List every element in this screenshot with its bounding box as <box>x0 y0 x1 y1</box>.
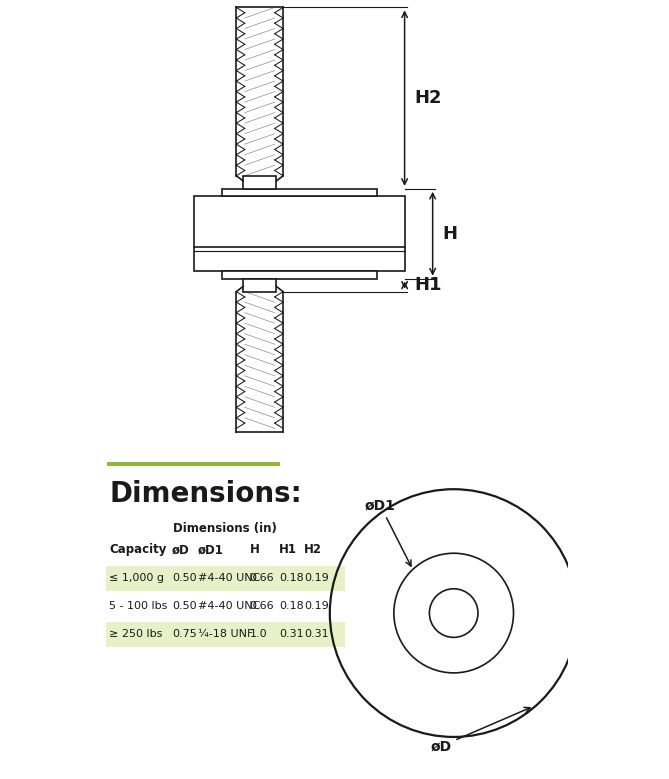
Text: 0.18: 0.18 <box>280 573 304 583</box>
Text: 1.0: 1.0 <box>250 629 267 639</box>
Text: 0.66: 0.66 <box>250 573 274 583</box>
Text: #4-40 UNC: #4-40 UNC <box>198 573 260 583</box>
Bar <box>244 176 276 189</box>
Bar <box>222 189 377 196</box>
Bar <box>106 622 345 647</box>
Text: 0.75: 0.75 <box>172 629 197 639</box>
Text: øD: øD <box>172 544 189 556</box>
Text: 5 - 100 lbs: 5 - 100 lbs <box>109 601 168 611</box>
Text: ≥ 250 lbs: ≥ 250 lbs <box>109 629 163 639</box>
Text: 0.18: 0.18 <box>280 601 304 611</box>
Text: 0.31: 0.31 <box>304 629 328 639</box>
Text: H2: H2 <box>414 89 442 108</box>
Bar <box>577 608 603 619</box>
Bar <box>194 196 405 271</box>
Bar <box>244 279 276 291</box>
Bar <box>222 271 377 279</box>
Text: 0.50: 0.50 <box>172 601 197 611</box>
Text: øD1: øD1 <box>365 499 411 566</box>
Text: Capacity: Capacity <box>109 544 167 556</box>
Text: 0.19: 0.19 <box>304 573 329 583</box>
Text: øD1: øD1 <box>198 544 224 556</box>
Text: H: H <box>442 224 457 243</box>
Text: ≤ 1,000 g: ≤ 1,000 g <box>109 573 164 583</box>
Text: H1: H1 <box>414 276 442 294</box>
Text: 0.50: 0.50 <box>172 573 197 583</box>
Text: H2: H2 <box>304 544 322 556</box>
Text: Dimensions:: Dimensions: <box>109 480 302 508</box>
Text: 0.66: 0.66 <box>250 601 274 611</box>
Text: 0.19: 0.19 <box>304 601 329 611</box>
Text: 0.31: 0.31 <box>280 629 304 639</box>
Bar <box>106 566 345 590</box>
Text: H1: H1 <box>280 544 297 556</box>
Text: Dimensions (in): Dimensions (in) <box>173 523 277 535</box>
Text: ¼-18 UNF: ¼-18 UNF <box>198 629 254 639</box>
Text: #4-40 UNC: #4-40 UNC <box>198 601 260 611</box>
Text: H: H <box>250 544 260 556</box>
Text: øD: øD <box>430 707 530 753</box>
